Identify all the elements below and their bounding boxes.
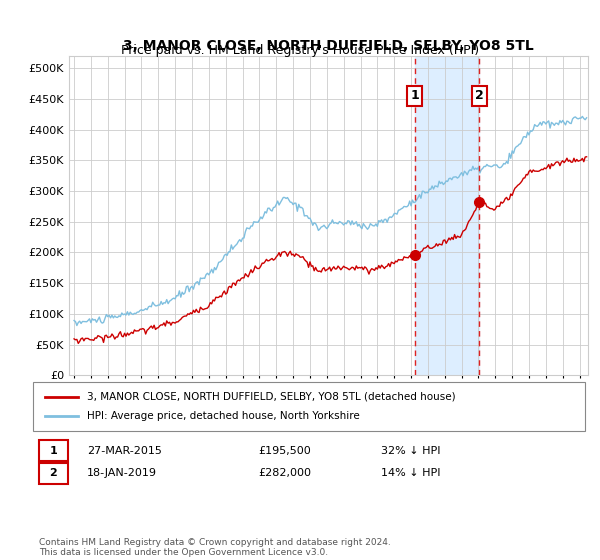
Bar xyxy=(415,56,479,375)
Text: Price paid vs. HM Land Registry's House Price Index (HPI): Price paid vs. HM Land Registry's House … xyxy=(121,44,479,57)
Text: 1: 1 xyxy=(50,446,57,456)
Title: 3, MANOR CLOSE, NORTH DUFFIELD, SELBY, YO8 5TL: 3, MANOR CLOSE, NORTH DUFFIELD, SELBY, Y… xyxy=(123,39,534,53)
Text: HPI: Average price, detached house, North Yorkshire: HPI: Average price, detached house, Nort… xyxy=(87,411,360,421)
Text: 27-MAR-2015: 27-MAR-2015 xyxy=(87,446,162,456)
Text: 3, MANOR CLOSE, NORTH DUFFIELD, SELBY, YO8 5TL (detached house): 3, MANOR CLOSE, NORTH DUFFIELD, SELBY, Y… xyxy=(87,392,455,402)
Text: 2: 2 xyxy=(50,468,57,478)
Text: Contains HM Land Registry data © Crown copyright and database right 2024.
This d: Contains HM Land Registry data © Crown c… xyxy=(39,538,391,557)
Text: £195,500: £195,500 xyxy=(258,446,311,456)
Text: 2: 2 xyxy=(475,90,484,102)
Text: 18-JAN-2019: 18-JAN-2019 xyxy=(87,468,157,478)
Text: £282,000: £282,000 xyxy=(258,468,311,478)
Text: 1: 1 xyxy=(410,90,419,102)
Text: 32% ↓ HPI: 32% ↓ HPI xyxy=(381,446,440,456)
Text: 14% ↓ HPI: 14% ↓ HPI xyxy=(381,468,440,478)
